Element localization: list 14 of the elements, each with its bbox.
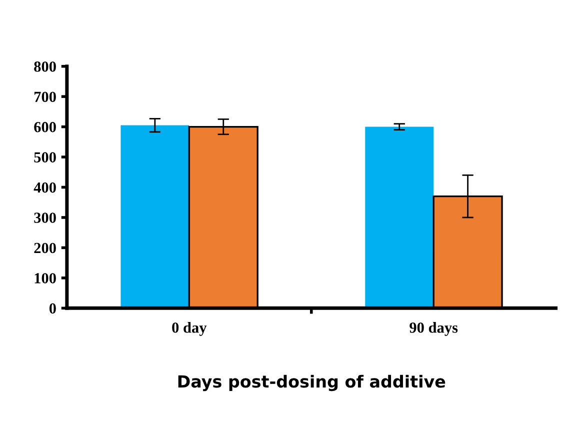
y-tick-label: 400 bbox=[34, 182, 56, 193]
y-tick-label: 0 bbox=[49, 303, 56, 314]
y-tick-label: 600 bbox=[34, 122, 56, 132]
bar bbox=[365, 126, 434, 308]
y-tick-label: 700 bbox=[34, 92, 56, 102]
x-tick-label: 90 days bbox=[410, 322, 458, 336]
bar bbox=[120, 125, 190, 308]
x-tick-label: 0 day bbox=[172, 322, 207, 336]
y-tick-label: 300 bbox=[34, 212, 56, 223]
y-tick-label: 100 bbox=[34, 273, 56, 284]
y-tick-label: 800 bbox=[34, 61, 56, 72]
y-tick-label: 500 bbox=[34, 152, 56, 162]
x-axis-title: Days post-dosing of additive bbox=[178, 374, 446, 392]
y-tick-label: 200 bbox=[34, 242, 56, 254]
